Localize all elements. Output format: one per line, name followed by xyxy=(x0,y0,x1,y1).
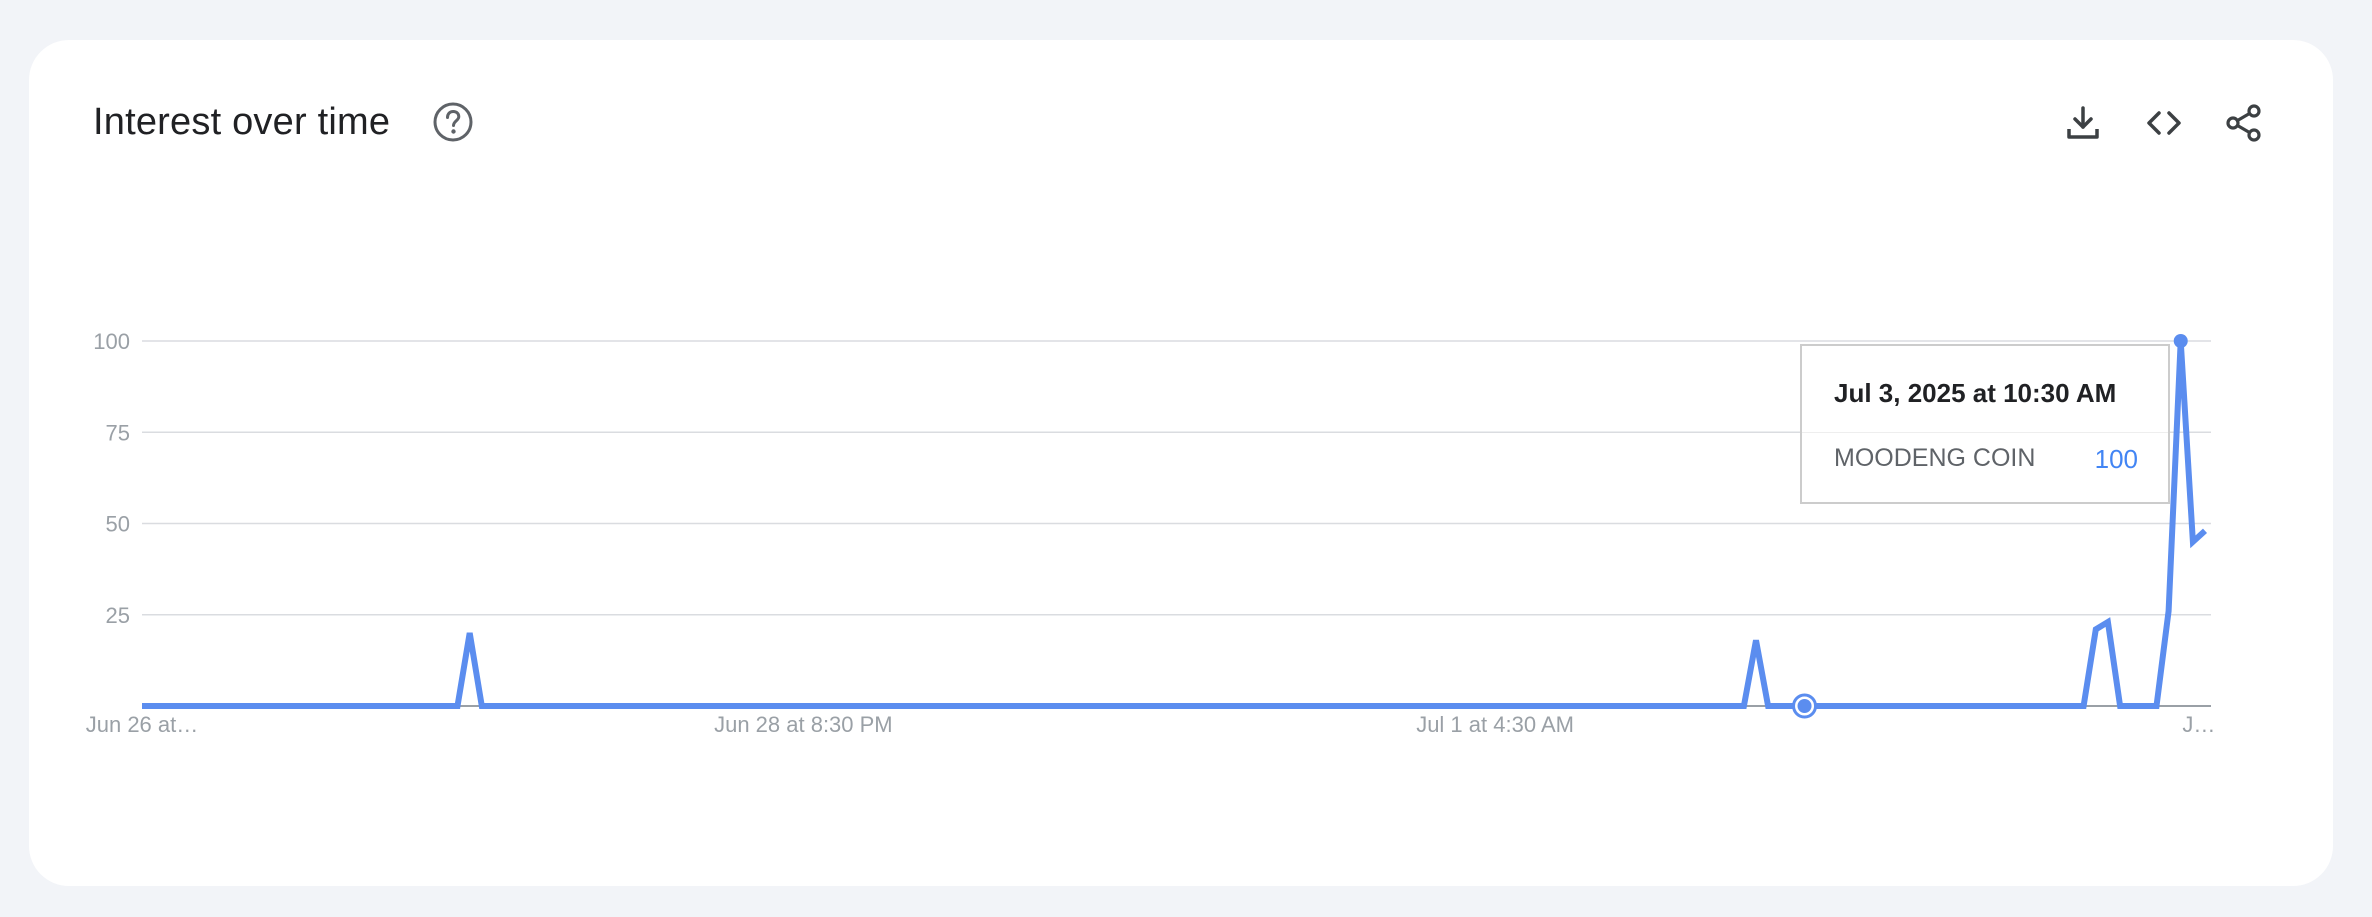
x-tick-label-2: Jul 1 at 4:30 AM xyxy=(1416,712,1574,737)
tooltip-series-value: 100 xyxy=(2094,444,2138,474)
download-icon[interactable] xyxy=(2062,102,2104,144)
tooltip-series-name: MOODENG COIN xyxy=(1834,444,2036,472)
y-tick-label-75: 75 xyxy=(106,420,130,445)
series-line-0 xyxy=(142,340,2208,709)
y-tick-label-100: 100 xyxy=(93,329,130,354)
line-chart: 25 50 75 100 Jun 26 at… Jun 28 at 8:30 PM Jul… xyxy=(86,329,2216,737)
y-tick-label-25: 25 xyxy=(106,603,130,628)
help-circle-icon[interactable] xyxy=(431,100,475,144)
chart-tooltip: Jul 3, 2025 at 10:30 AM MOODENG COIN 100 xyxy=(1800,344,2170,504)
interest-over-time-card: Interest over time 25 50 75 100 Jun 26 at… J… xyxy=(29,40,2333,886)
card-title: Interest over time xyxy=(93,101,391,143)
y-tick-label-50: 50 xyxy=(106,512,130,537)
x-tick-label-3: J… xyxy=(2182,712,2215,737)
tooltip-divider xyxy=(1802,432,2168,433)
highlight-point-0 xyxy=(2173,334,2188,348)
x-tick-label-0: Jun 26 at… xyxy=(86,712,199,737)
tooltip-date: Jul 3, 2025 at 10:30 AM xyxy=(1834,378,2117,408)
embed-code-icon[interactable] xyxy=(2143,102,2185,144)
highlight-point-1 xyxy=(1797,699,1812,713)
share-icon[interactable] xyxy=(2223,102,2265,144)
x-tick-label-1: Jun 28 at 8:30 PM xyxy=(714,712,893,737)
